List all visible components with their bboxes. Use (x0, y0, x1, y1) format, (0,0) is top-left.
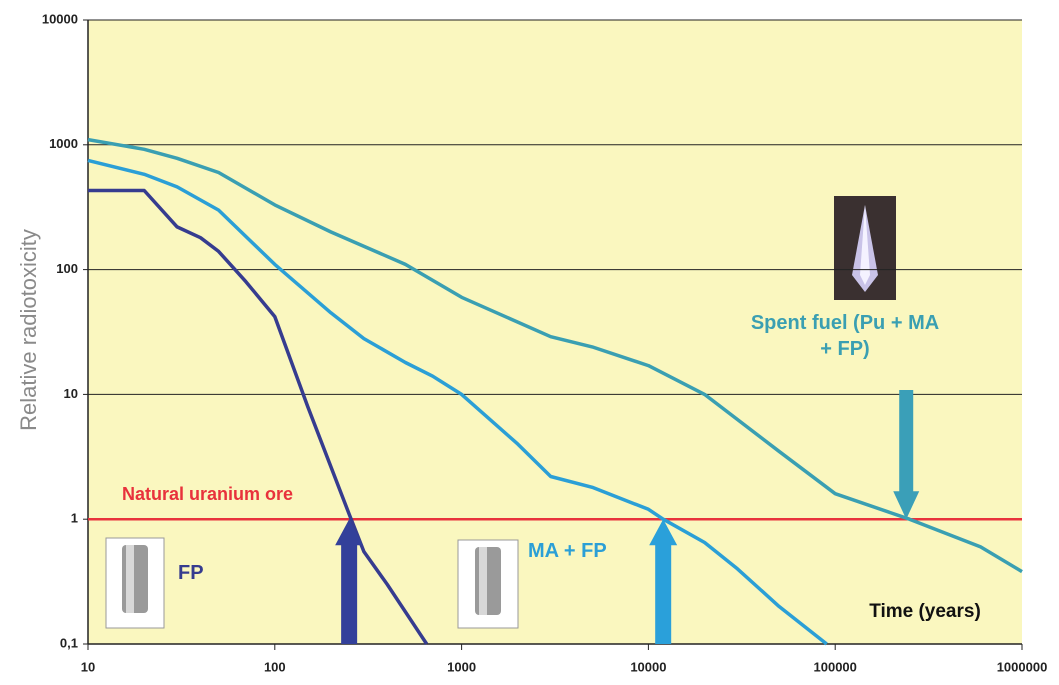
arrow (335, 519, 364, 644)
y-tick-label: 1 (71, 511, 78, 526)
series-label: MA + FP (528, 540, 607, 562)
y-tick-label: 1000 (49, 136, 78, 151)
arrow (893, 390, 920, 520)
fuel-icon (105, 537, 165, 629)
series-label: Spent fuel (Pu + MA + FP) (750, 312, 940, 360)
x-axis-title: Time (years) (869, 601, 981, 622)
y-tick-label: 10 (64, 386, 78, 401)
plot-background (88, 20, 1022, 644)
series-line (87, 158, 828, 646)
x-tick-label: 10000 (630, 659, 666, 674)
series-line (87, 137, 1023, 574)
x-tick-label: 100000 (814, 659, 857, 674)
series-label: FP (178, 562, 204, 584)
y-tick-label: 10000 (42, 11, 78, 26)
series-line (88, 188, 429, 645)
y-tick-label: 100 (56, 261, 78, 276)
reference-label: Natural uranium ore (122, 484, 294, 505)
x-tick-label: 100 (264, 659, 286, 674)
arrow (649, 519, 678, 644)
x-tick-label: 1000 (447, 659, 476, 674)
x-tick-label: 10 (81, 659, 95, 674)
fuel-assembly-icon (834, 196, 896, 300)
y-axis-title: Relative radiotoxicity (16, 229, 41, 431)
y-tick-label: 0,1 (60, 635, 78, 650)
x-tick-label: 1000000 (997, 659, 1048, 674)
fuel-icon (457, 539, 519, 629)
